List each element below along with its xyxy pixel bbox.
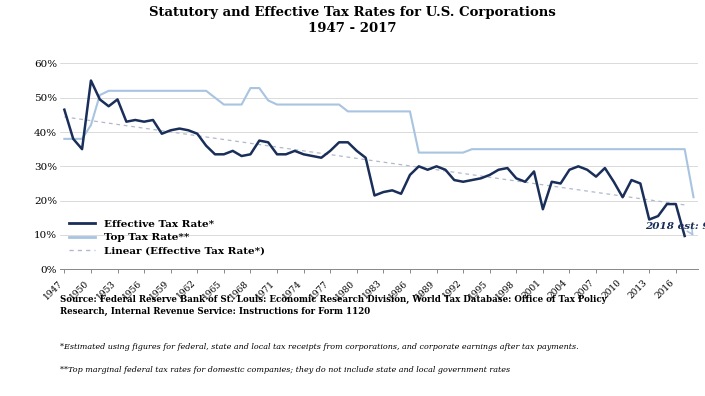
- Text: **Top marginal federal tax rates for domestic companies; they do not include sta: **Top marginal federal tax rates for dom…: [60, 366, 510, 374]
- Text: 2018 est: 9.7%: 2018 est: 9.7%: [645, 222, 705, 234]
- Text: *Estimated using figures for federal, state and local tax receipts from corporat: *Estimated using figures for federal, st…: [60, 343, 579, 350]
- Legend: Effective Tax Rate*, Top Tax Rate**, Linear (Effective Tax Rate*): Effective Tax Rate*, Top Tax Rate**, Lin…: [65, 215, 269, 260]
- Text: Statutory and Effective Tax Rates for U.S. Corporations: Statutory and Effective Tax Rates for U.…: [149, 6, 556, 19]
- Text: Source: Federal Reserve Bank of St. Louis: Economic Research Division, World Tax: Source: Federal Reserve Bank of St. Loui…: [60, 295, 606, 316]
- Text: 1947 - 2017: 1947 - 2017: [308, 22, 397, 35]
